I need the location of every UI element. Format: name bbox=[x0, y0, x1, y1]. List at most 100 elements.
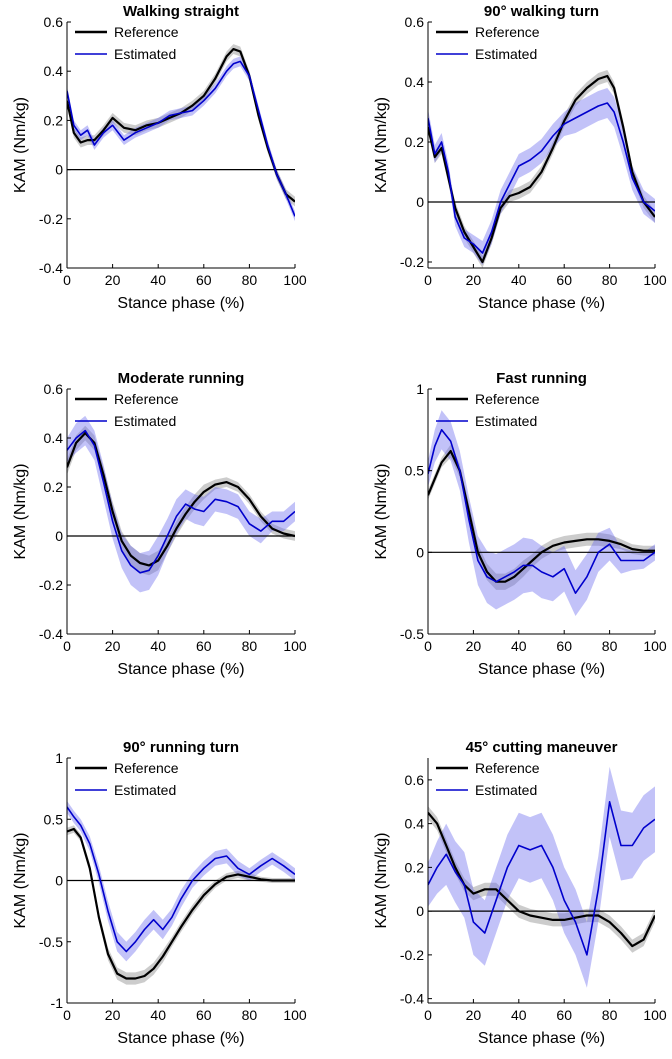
y-tick-label: -1 bbox=[51, 995, 64, 1011]
y-axis-label: KAM (Nm/kg) bbox=[373, 97, 390, 193]
y-axis-label: KAM (Nm/kg) bbox=[12, 464, 29, 560]
x-tick-label: 0 bbox=[63, 1007, 71, 1023]
x-tick-label: 80 bbox=[602, 1007, 618, 1023]
estimated-band bbox=[67, 56, 295, 222]
x-axis-label: Stance phase (%) bbox=[478, 661, 605, 678]
x-axis-label: Stance phase (%) bbox=[478, 295, 605, 312]
y-tick-label: -0.4 bbox=[39, 260, 63, 276]
x-tick-label: 60 bbox=[556, 1007, 572, 1023]
y-tick-label: 0 bbox=[416, 544, 424, 560]
reference-series-line bbox=[428, 811, 655, 948]
y-tick-label: 0 bbox=[416, 903, 424, 919]
y-tick-label: 0.6 bbox=[44, 14, 64, 30]
legend-label-reference: Reference bbox=[114, 24, 179, 40]
reference-series-line bbox=[67, 432, 295, 567]
reference-band bbox=[67, 425, 295, 576]
x-tick-label: 0 bbox=[424, 638, 432, 654]
estimated-series-line bbox=[67, 60, 295, 217]
y-tick-label: 0.2 bbox=[405, 134, 425, 150]
x-tick-label: 40 bbox=[150, 638, 166, 654]
chart-title: 90° running turn bbox=[123, 739, 239, 756]
y-tick-label: 0.6 bbox=[405, 14, 425, 30]
y-axis-label: KAM (Nm/kg) bbox=[373, 464, 390, 560]
x-tick-label: 80 bbox=[242, 272, 258, 288]
legend-label-estimated: Estimated bbox=[475, 782, 537, 798]
estimated-series-line bbox=[428, 102, 655, 254]
legend-label-reference: Reference bbox=[114, 391, 179, 407]
estimated-band bbox=[428, 766, 655, 988]
chart-panel: 0 20 40 60 80 100 -0.4 -0.2 0 0.2 0.4 0.6 Moderate r… bbox=[12, 370, 307, 678]
x-tick-label: 80 bbox=[602, 638, 618, 654]
y-tick-label: 0.4 bbox=[405, 74, 425, 90]
x-tick-label: 20 bbox=[466, 1007, 482, 1023]
y-tick-label: 0.6 bbox=[44, 381, 64, 397]
x-tick-label: 0 bbox=[424, 272, 432, 288]
y-tick-label: -0.2 bbox=[400, 254, 424, 270]
y-tick-label: 0.5 bbox=[405, 463, 425, 479]
x-tick-label: 40 bbox=[150, 272, 166, 288]
chart-panel: 0 20 40 60 80 100 -1 -0.5 0 0.5 1 90° running turn S… bbox=[12, 739, 307, 1047]
y-tick-label: -0.2 bbox=[39, 211, 63, 227]
x-tick-label: 100 bbox=[283, 1007, 307, 1023]
chart-title: Fast running bbox=[496, 370, 587, 387]
x-tick-label: 100 bbox=[283, 272, 307, 288]
estimated-band bbox=[67, 415, 295, 593]
y-tick-label: -0.5 bbox=[39, 934, 63, 950]
chart-panel: 0 20 40 60 80 100 -0.4 -0.2 0 0.2 0.4 0.6 45° cuttin… bbox=[373, 739, 667, 1047]
legend-label-estimated: Estimated bbox=[114, 782, 176, 798]
x-axis-label: Stance phase (%) bbox=[117, 1030, 244, 1047]
x-tick-label: 40 bbox=[150, 1007, 166, 1023]
y-tick-label: 0.5 bbox=[44, 811, 64, 827]
y-tick-label: 0.4 bbox=[44, 63, 64, 79]
estimated-series-line bbox=[67, 429, 295, 574]
y-axis-label: KAM (Nm/kg) bbox=[12, 97, 29, 193]
legend-label-estimated: Estimated bbox=[475, 46, 537, 62]
legend-label-estimated: Estimated bbox=[114, 413, 176, 429]
y-axis-label: KAM (Nm/kg) bbox=[12, 833, 29, 929]
x-tick-label: 100 bbox=[643, 272, 667, 288]
y-tick-label: -0.4 bbox=[39, 626, 63, 642]
y-tick-label: 0.2 bbox=[44, 112, 64, 128]
x-tick-label: 0 bbox=[424, 1007, 432, 1023]
legend-label-estimated: Estimated bbox=[475, 413, 537, 429]
y-tick-label: 0.2 bbox=[405, 859, 425, 875]
x-tick-label: 0 bbox=[63, 638, 71, 654]
reference-series-line bbox=[67, 827, 295, 980]
reference-series-line bbox=[428, 74, 655, 264]
chart-title: Walking straight bbox=[123, 3, 239, 20]
chart-title: 45° cutting maneuver bbox=[466, 739, 618, 756]
y-tick-label: -0.2 bbox=[39, 577, 63, 593]
legend-label-reference: Reference bbox=[475, 24, 540, 40]
y-tick-label: -0.2 bbox=[400, 947, 424, 963]
x-tick-label: 20 bbox=[105, 272, 121, 288]
x-axis-label: Stance phase (%) bbox=[117, 295, 244, 312]
y-tick-label: 0 bbox=[55, 162, 63, 178]
y-tick-label: -0.5 bbox=[400, 626, 424, 642]
x-tick-label: 60 bbox=[556, 638, 572, 654]
y-tick-label: 0.4 bbox=[405, 816, 425, 832]
x-tick-label: 20 bbox=[105, 1007, 121, 1023]
x-tick-label: 80 bbox=[242, 638, 258, 654]
y-tick-label: 0 bbox=[416, 194, 424, 210]
estimated-series-line bbox=[428, 800, 655, 956]
y-tick-label: 0 bbox=[55, 873, 63, 889]
x-tick-label: 40 bbox=[511, 638, 527, 654]
y-tick-label: 0.4 bbox=[44, 430, 64, 446]
reference-band bbox=[428, 70, 655, 268]
chart-panel: 0 20 40 60 80 100 -0.4 -0.2 0 0.2 0.4 0.6 Walking st… bbox=[12, 3, 307, 312]
legend-label-reference: Reference bbox=[114, 760, 179, 776]
chart-title: Moderate running bbox=[118, 370, 245, 387]
reference-series-line bbox=[67, 47, 295, 203]
estimated-series-line bbox=[428, 428, 655, 595]
legend-label-estimated: Estimated bbox=[114, 46, 176, 62]
y-tick-label: 0 bbox=[55, 528, 63, 544]
x-tick-label: 40 bbox=[511, 1007, 527, 1023]
x-tick-label: 60 bbox=[196, 638, 212, 654]
x-tick-label: 60 bbox=[556, 272, 572, 288]
y-tick-label: 1 bbox=[55, 750, 63, 766]
x-tick-label: 20 bbox=[105, 638, 121, 654]
x-tick-label: 100 bbox=[643, 1007, 667, 1023]
x-tick-label: 80 bbox=[602, 272, 618, 288]
